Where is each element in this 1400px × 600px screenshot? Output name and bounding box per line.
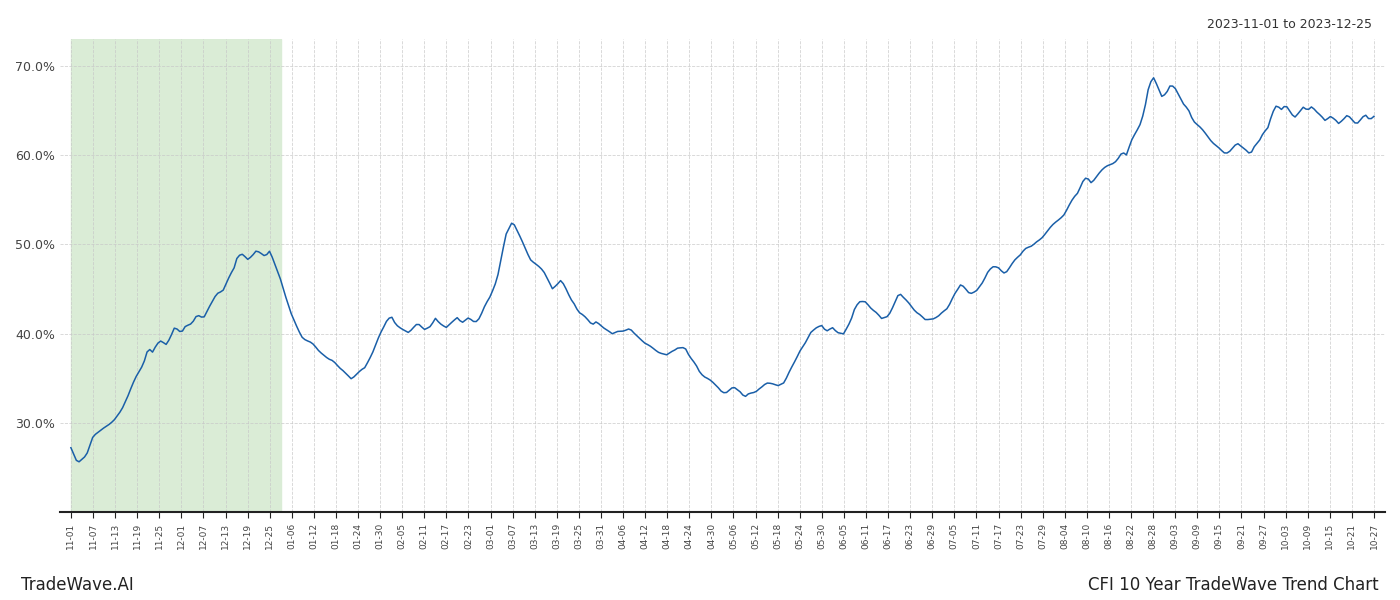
Bar: [71, 39, 281, 512]
Text: CFI 10 Year TradeWave Trend Chart: CFI 10 Year TradeWave Trend Chart: [1088, 576, 1379, 594]
Text: 2023-11-01 to 2023-12-25: 2023-11-01 to 2023-12-25: [1207, 18, 1372, 31]
Text: TradeWave.AI: TradeWave.AI: [21, 576, 134, 594]
